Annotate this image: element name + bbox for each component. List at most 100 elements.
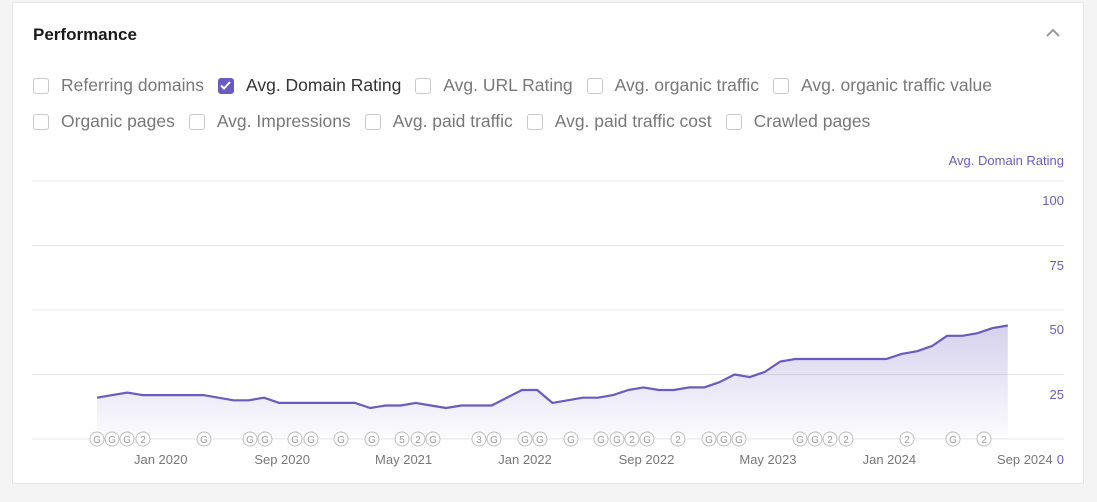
checkbox-avg-domain-rating[interactable]: Avg. Domain Rating [217, 75, 401, 96]
checkbox-avg-organic-traffic[interactable]: Avg. organic traffic [586, 75, 759, 96]
google-update-icon[interactable]: G [425, 431, 441, 447]
checkbox-avg-paid-traffic-cost[interactable]: Avg. paid traffic cost [526, 111, 712, 132]
google-update-icon[interactable]: G [701, 431, 717, 447]
google-update-icon[interactable]: G [257, 431, 273, 447]
annotation-label: 5 [399, 435, 405, 446]
google-update-icon[interactable]: G [609, 431, 625, 447]
google-update-icon[interactable]: G [532, 431, 548, 447]
google-update-icon[interactable]: G [731, 431, 747, 447]
google-update-icon[interactable]: G [716, 431, 732, 447]
annotation-label: 2 [843, 435, 849, 446]
checkbox-empty-icon[interactable] [586, 77, 603, 94]
checkbox-label: Avg. URL Rating [443, 75, 573, 95]
annotation-label: G [705, 435, 713, 446]
checkbox-empty-icon[interactable] [364, 113, 381, 130]
google-update-icon[interactable]: G [119, 431, 135, 447]
google-update-icon[interactable]: G [89, 431, 105, 447]
google-update-icon[interactable]: G [242, 431, 258, 447]
annotation-label: G [811, 435, 819, 446]
google-update-icon[interactable]: G [486, 431, 502, 447]
series-area [97, 325, 1008, 439]
annotation-marker[interactable]: 2 [838, 431, 854, 447]
annotation-label: G [368, 435, 376, 446]
annotation-label: 2 [827, 435, 833, 446]
annotation-label: G [720, 435, 728, 446]
annotation-label: 2 [629, 435, 635, 446]
checkbox-avg-organic-traffic-value[interactable]: Avg. organic traffic value [772, 75, 992, 96]
checkbox-label: Avg. organic traffic [614, 75, 759, 95]
checkbox-empty-icon[interactable] [415, 77, 432, 94]
annotation-marker[interactable]: 3 [471, 431, 487, 447]
annotation-label: G [735, 435, 743, 446]
x-tick-label: Sep 2022 [619, 452, 675, 467]
google-update-icon[interactable]: G [517, 431, 533, 447]
google-update-icon[interactable]: G [563, 431, 579, 447]
checkbox-referring-domains[interactable]: Referring domains [33, 75, 204, 96]
google-update-icon[interactable]: G [287, 431, 303, 447]
annotation-marker[interactable]: 2 [624, 431, 640, 447]
metrics-row-1: Referring domains Avg. Domain Rating Avg. … [33, 75, 992, 96]
annotation-marker[interactable]: 2 [976, 431, 992, 447]
series-line-avg-domain-rating [96, 324, 1008, 410]
x-tick-label: May 2023 [739, 452, 796, 467]
google-update-icon[interactable]: G [945, 431, 961, 447]
checkbox-label: Avg. Impressions [216, 111, 351, 131]
chart-legend: Avg. Domain Rating [948, 153, 1064, 168]
checkbox-avg-url-rating[interactable]: Avg. URL Rating [415, 75, 573, 96]
checkbox-organic-pages[interactable]: Organic pages [33, 111, 175, 132]
annotation-marker[interactable]: 2 [670, 431, 686, 447]
checkbox-label: Organic pages [61, 111, 175, 131]
annotation-marker[interactable]: 2 [822, 431, 838, 447]
annotation-label: G [643, 435, 651, 446]
annotation-label: 2 [415, 435, 421, 446]
google-update-icon[interactable]: G [303, 431, 319, 447]
annotation-label: G [93, 435, 101, 446]
google-update-icon[interactable]: G [807, 431, 823, 447]
annotation-label: 3 [476, 435, 482, 446]
annotation-label: G [567, 435, 575, 446]
google-update-icon[interactable]: G [639, 431, 655, 447]
checkbox-crawled-pages[interactable]: Crawled pages [725, 111, 870, 132]
google-update-icon[interactable]: G [196, 431, 212, 447]
annotation-label: 2 [981, 435, 987, 446]
x-tick-label: Sep 2020 [254, 452, 310, 467]
y-tick-label: 25 [1050, 387, 1064, 402]
google-update-icon[interactable]: G [333, 431, 349, 447]
checkbox-checked-icon[interactable] [217, 77, 234, 94]
annotation-marker[interactable]: 2 [135, 431, 151, 447]
annotation-label: G [200, 435, 208, 446]
y-tick-label: 75 [1050, 258, 1064, 273]
checkbox-empty-icon[interactable] [526, 113, 543, 130]
google-update-icon[interactable]: G [792, 431, 808, 447]
annotation-label: 2 [675, 435, 681, 446]
google-update-icon[interactable]: G [593, 431, 609, 447]
annotation-label: G [490, 435, 498, 446]
x-tick-label: Jan 2024 [863, 452, 917, 467]
x-tick-label: Jan 2020 [134, 452, 188, 467]
checkbox-empty-icon[interactable] [188, 113, 205, 130]
annotation-label: G [597, 435, 605, 446]
checkbox-avg-impressions[interactable]: Avg. Impressions [188, 111, 351, 132]
checkbox-label: Avg. paid traffic cost [554, 111, 712, 131]
annotation-marker[interactable]: 2 [410, 431, 426, 447]
annotation-label: G [123, 435, 131, 446]
checkbox-empty-icon[interactable] [772, 77, 789, 94]
annotation-label: 2 [904, 435, 910, 446]
annotation-label: 2 [140, 435, 146, 446]
chevron-up-icon[interactable] [1045, 27, 1061, 41]
annotation-label: G [536, 435, 544, 446]
checkbox-empty-icon[interactable] [33, 77, 49, 94]
checkbox-empty-icon[interactable] [33, 113, 49, 130]
google-update-icon[interactable]: G [104, 431, 120, 447]
google-update-icon[interactable]: G [364, 431, 380, 447]
annotation-marker[interactable]: 2 [899, 431, 915, 447]
x-tick-label: Jan 2022 [498, 452, 552, 467]
checkbox-empty-icon[interactable] [725, 113, 742, 130]
annotation-label: G [261, 435, 269, 446]
annotation-label: G [246, 435, 254, 446]
annotation-marker[interactable]: 5 [394, 431, 410, 447]
annotation-label: G [613, 435, 621, 446]
checkbox-avg-paid-traffic[interactable]: Avg. paid traffic [364, 111, 513, 132]
